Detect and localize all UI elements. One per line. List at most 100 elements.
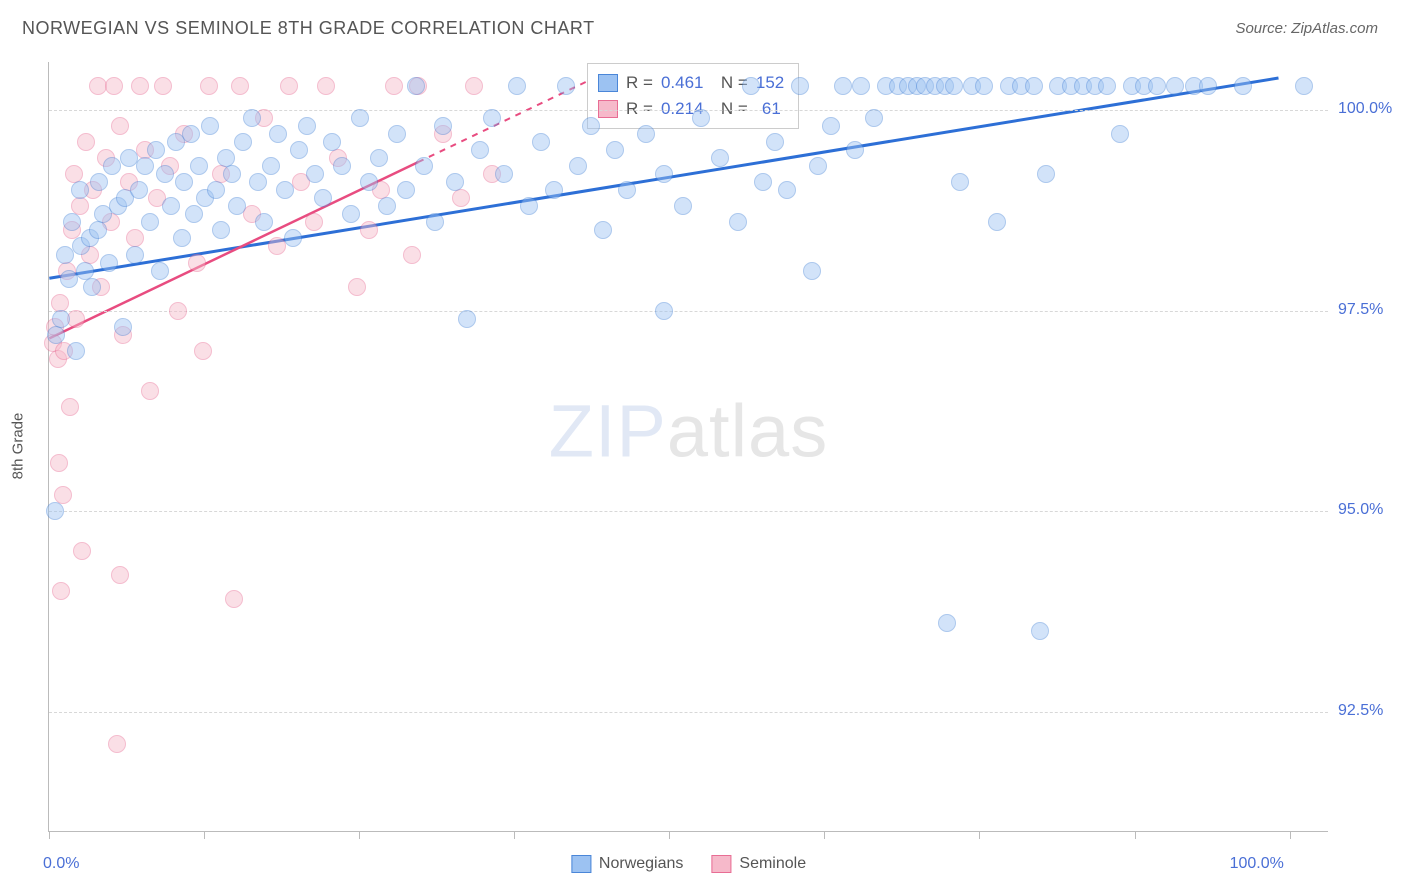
- point-norwegians: [397, 181, 415, 199]
- point-norwegians: [674, 197, 692, 215]
- point-norwegians: [434, 117, 452, 135]
- point-norwegians: [1295, 77, 1313, 95]
- legend-item-seminole: Seminole: [711, 855, 806, 873]
- point-norwegians: [228, 197, 246, 215]
- point-norwegians: [495, 165, 513, 183]
- point-norwegians: [1199, 77, 1217, 95]
- point-norwegians: [306, 165, 324, 183]
- point-norwegians: [415, 157, 433, 175]
- point-seminole: [111, 117, 129, 135]
- point-norwegians: [103, 157, 121, 175]
- legend-row-seminole: R = 0.214 N = 61: [598, 96, 784, 122]
- point-norwegians: [333, 157, 351, 175]
- plot-area: ZIPatlas R = 0.461 N = 152 R = 0.214 N =…: [48, 62, 1328, 832]
- trend-lines: [49, 62, 1328, 831]
- point-seminole: [385, 77, 403, 95]
- point-norwegians: [201, 117, 219, 135]
- point-seminole: [141, 382, 159, 400]
- point-norwegians: [126, 246, 144, 264]
- point-seminole: [50, 454, 68, 472]
- point-norwegians: [262, 157, 280, 175]
- legend-n-seminole: 61: [762, 96, 781, 122]
- point-norwegians: [298, 117, 316, 135]
- point-norwegians: [249, 173, 267, 191]
- point-norwegians: [83, 278, 101, 296]
- point-norwegians: [342, 205, 360, 223]
- xtick: [1135, 831, 1136, 839]
- point-norwegians: [360, 173, 378, 191]
- legend-n-norwegians: 152: [756, 70, 784, 96]
- point-seminole: [108, 735, 126, 753]
- xtick: [49, 831, 50, 839]
- point-seminole: [77, 133, 95, 151]
- point-norwegians: [606, 141, 624, 159]
- point-seminole: [452, 189, 470, 207]
- point-norwegians: [426, 213, 444, 231]
- point-norwegians: [207, 181, 225, 199]
- y-axis-label: 8th Grade: [10, 413, 27, 480]
- point-norwegians: [692, 109, 710, 127]
- point-norwegians: [637, 125, 655, 143]
- point-norwegians: [269, 125, 287, 143]
- point-seminole: [465, 77, 483, 95]
- point-seminole: [188, 254, 206, 272]
- point-norwegians: [471, 141, 489, 159]
- ytick-label: 100.0%: [1338, 100, 1406, 118]
- point-norwegians: [67, 342, 85, 360]
- point-norwegians: [852, 77, 870, 95]
- point-norwegians: [822, 117, 840, 135]
- point-seminole: [131, 77, 149, 95]
- legend-label-seminole: Seminole: [739, 855, 806, 873]
- point-norwegians: [234, 133, 252, 151]
- point-seminole: [194, 342, 212, 360]
- gridline-h: [49, 712, 1328, 713]
- xtick: [514, 831, 515, 839]
- point-seminole: [200, 77, 218, 95]
- point-norwegians: [71, 181, 89, 199]
- legend-item-norwegians: Norwegians: [571, 855, 683, 873]
- gridline-h: [49, 110, 1328, 111]
- point-norwegians: [162, 197, 180, 215]
- point-norwegians: [791, 77, 809, 95]
- point-norwegians: [1037, 165, 1055, 183]
- point-norwegians: [89, 221, 107, 239]
- point-norwegians: [729, 213, 747, 231]
- point-norwegians: [655, 302, 673, 320]
- point-norwegians: [1111, 125, 1129, 143]
- point-norwegians: [1025, 77, 1043, 95]
- xtick: [824, 831, 825, 839]
- point-norwegians: [147, 141, 165, 159]
- point-norwegians: [243, 109, 261, 127]
- point-norwegians: [975, 77, 993, 95]
- xtick-label: 100.0%: [1230, 855, 1284, 873]
- xtick: [204, 831, 205, 839]
- xtick-label: 0.0%: [43, 855, 79, 873]
- point-norwegians: [865, 109, 883, 127]
- point-norwegians: [114, 318, 132, 336]
- point-norwegians: [136, 157, 154, 175]
- point-seminole: [154, 77, 172, 95]
- point-seminole: [403, 246, 421, 264]
- xtick: [1290, 831, 1291, 839]
- point-norwegians: [582, 117, 600, 135]
- point-norwegians: [90, 173, 108, 191]
- point-norwegians: [846, 141, 864, 159]
- point-seminole: [52, 582, 70, 600]
- legend-n-label: N =: [711, 96, 747, 122]
- point-norwegians: [1234, 77, 1252, 95]
- point-norwegians: [545, 181, 563, 199]
- point-norwegians: [711, 149, 729, 167]
- legend-r-label: R =: [626, 70, 653, 96]
- point-norwegians: [388, 125, 406, 143]
- swatch-norwegians: [598, 74, 618, 92]
- point-norwegians: [351, 109, 369, 127]
- point-seminole: [105, 77, 123, 95]
- point-norwegians: [323, 133, 341, 151]
- point-norwegians: [834, 77, 852, 95]
- point-norwegians: [557, 77, 575, 95]
- xtick: [359, 831, 360, 839]
- point-seminole: [348, 278, 366, 296]
- point-norwegians: [156, 165, 174, 183]
- ytick-label: 92.5%: [1338, 702, 1406, 720]
- series-legend: Norwegians Seminole: [571, 855, 806, 873]
